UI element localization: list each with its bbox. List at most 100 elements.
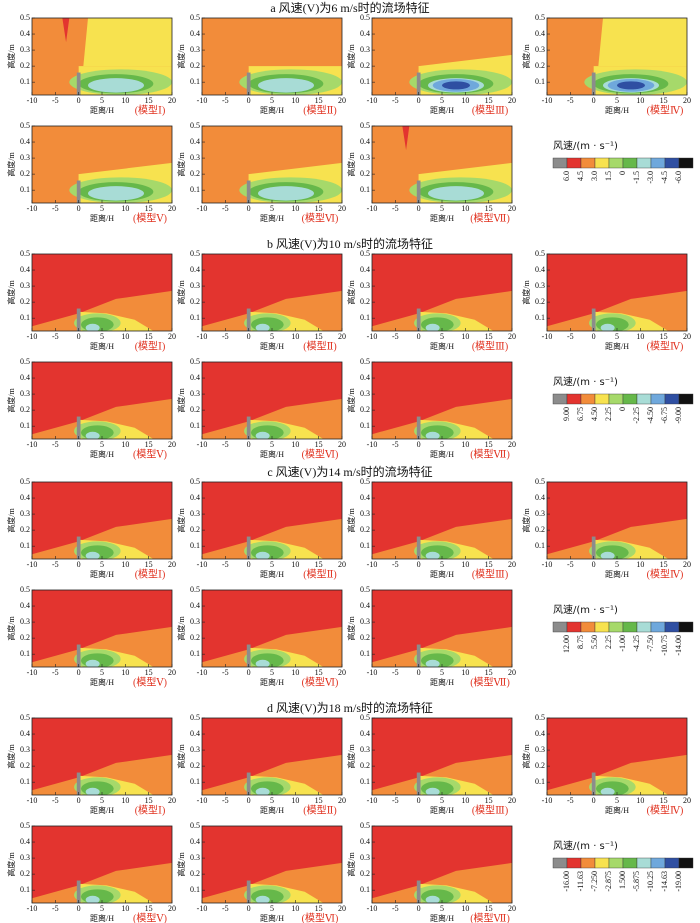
y-axis-label: 高度/m xyxy=(346,388,356,413)
y-tick-label: 0.3 xyxy=(360,617,370,626)
group-title: c 风速(V)为14 m/s时的流场特征 xyxy=(267,464,432,479)
model-label: (模型Ⅳ) xyxy=(647,803,684,816)
x-axis-label: 距离/H xyxy=(260,213,284,223)
x-tick-label: 20 xyxy=(168,440,176,449)
x-tick-label: 10 xyxy=(636,96,644,105)
y-tick-label: 0.1 xyxy=(360,885,370,894)
x-tick-label: 0 xyxy=(417,332,421,341)
model-label: (模型Ⅵ) xyxy=(302,911,339,923)
x-tick-label: 0 xyxy=(77,904,81,913)
y-tick-label: 0.4 xyxy=(20,29,30,38)
x-axis-label: 距离/H xyxy=(260,913,284,923)
x-tick-label: 15 xyxy=(145,560,153,569)
y-axis-label: 高度/m xyxy=(176,152,186,177)
y-tick-label: 0.3 xyxy=(190,617,200,626)
x-tick-label: 15 xyxy=(145,204,153,213)
x-tick-label: 20 xyxy=(508,668,516,677)
y-tick-label: 0.5 xyxy=(535,477,545,486)
x-tick-label: 5 xyxy=(440,904,444,913)
x-tick-label: -5 xyxy=(222,668,229,677)
x-axis-label: 距离/H xyxy=(430,449,454,459)
x-tick-label: -5 xyxy=(392,560,399,569)
contour-panel xyxy=(32,590,172,667)
x-tick-label: -10 xyxy=(542,560,553,569)
y-tick-label: 0.2 xyxy=(190,761,200,770)
x-tick-label: -10 xyxy=(542,96,553,105)
y-tick-label: 0.3 xyxy=(20,281,30,290)
model-label: (模型Ⅱ) xyxy=(303,103,336,116)
colorbar-label: -14.00 xyxy=(674,635,683,656)
colorbar-label: 8.75 xyxy=(576,635,585,649)
x-axis-label: 距离/H xyxy=(430,677,454,687)
building xyxy=(416,180,421,203)
x-axis-label: 距离/H xyxy=(430,569,454,579)
y-tick-label: 0.5 xyxy=(20,249,30,258)
x-tick-label: -10 xyxy=(367,796,378,805)
contour-band xyxy=(202,290,342,331)
model-label: (模型Ⅴ) xyxy=(133,911,167,923)
y-tick-label: 0.5 xyxy=(360,13,370,22)
x-tick-label: -10 xyxy=(542,332,553,341)
y-tick-label: 0.5 xyxy=(190,713,200,722)
y-axis-label: 高度/m xyxy=(346,152,356,177)
building xyxy=(76,308,81,331)
x-tick-label: 5 xyxy=(100,332,104,341)
x-tick-label: 10 xyxy=(461,332,469,341)
colorbar-swatch xyxy=(594,857,610,869)
colorbar-title: 风速/(m · s⁻¹) xyxy=(553,140,618,152)
x-axis-label: 距离/H xyxy=(90,105,114,115)
x-tick-label: -5 xyxy=(52,96,59,105)
y-tick-label: 0.4 xyxy=(360,373,370,382)
y-tick-label: 0.4 xyxy=(360,601,370,610)
x-tick-label: 5 xyxy=(440,668,444,677)
contour-panel xyxy=(547,18,687,95)
y-tick-label: 0.4 xyxy=(190,729,200,738)
contour-panel xyxy=(202,718,342,795)
x-tick-label: -10 xyxy=(27,332,38,341)
y-tick-label: 0.4 xyxy=(190,137,200,146)
x-tick-label: -10 xyxy=(197,668,208,677)
contour-band xyxy=(372,626,512,667)
y-tick-label: 0.1 xyxy=(190,777,200,786)
x-tick-label: 0 xyxy=(77,560,81,569)
x-tick-label: 20 xyxy=(168,332,176,341)
y-tick-label: 0.1 xyxy=(360,185,370,194)
y-tick-label: 0.2 xyxy=(20,525,30,534)
y-tick-label: 0.2 xyxy=(190,633,200,642)
x-tick-label: -5 xyxy=(222,332,229,341)
y-tick-label: 0.4 xyxy=(190,265,200,274)
contour-panel xyxy=(202,126,342,203)
y-tick-label: 0.2 xyxy=(190,297,200,306)
building xyxy=(246,644,251,667)
y-tick-label: 0.3 xyxy=(360,153,370,162)
y-tick-label: 0.2 xyxy=(360,633,370,642)
y-tick-label: 0.1 xyxy=(190,313,200,322)
contour-band xyxy=(402,126,410,151)
x-tick-label: -5 xyxy=(52,560,59,569)
x-tick-label: 5 xyxy=(270,96,274,105)
y-tick-label: 0.5 xyxy=(190,249,200,258)
x-axis-label: 距离/H xyxy=(260,677,284,687)
colorbar-label: 1.5 xyxy=(604,171,613,181)
x-tick-label: 10 xyxy=(121,204,129,213)
x-tick-label: 5 xyxy=(615,96,619,105)
colorbar-label: 2.25 xyxy=(604,635,613,649)
x-tick-label: 20 xyxy=(168,796,176,805)
model-label: (模型Ⅳ) xyxy=(647,339,684,352)
y-tick-label: 0.2 xyxy=(190,525,200,534)
model-label: (模型Ⅰ) xyxy=(135,803,166,816)
y-tick-label: 0.1 xyxy=(20,885,30,894)
y-axis-label: 高度/m xyxy=(176,44,186,69)
y-tick-label: 0.3 xyxy=(535,745,545,754)
contour-band xyxy=(255,895,270,903)
x-tick-label: 10 xyxy=(461,560,469,569)
building xyxy=(76,536,81,559)
contour-band xyxy=(88,78,144,93)
x-tick-label: 15 xyxy=(145,96,153,105)
model-label: (模型Ⅲ) xyxy=(472,339,508,352)
x-tick-label: -10 xyxy=(197,96,208,105)
colorbar-swatch xyxy=(664,393,680,405)
x-tick-label: 20 xyxy=(683,96,691,105)
x-axis-label: 距离/H xyxy=(90,449,114,459)
x-tick-label: 20 xyxy=(508,796,516,805)
